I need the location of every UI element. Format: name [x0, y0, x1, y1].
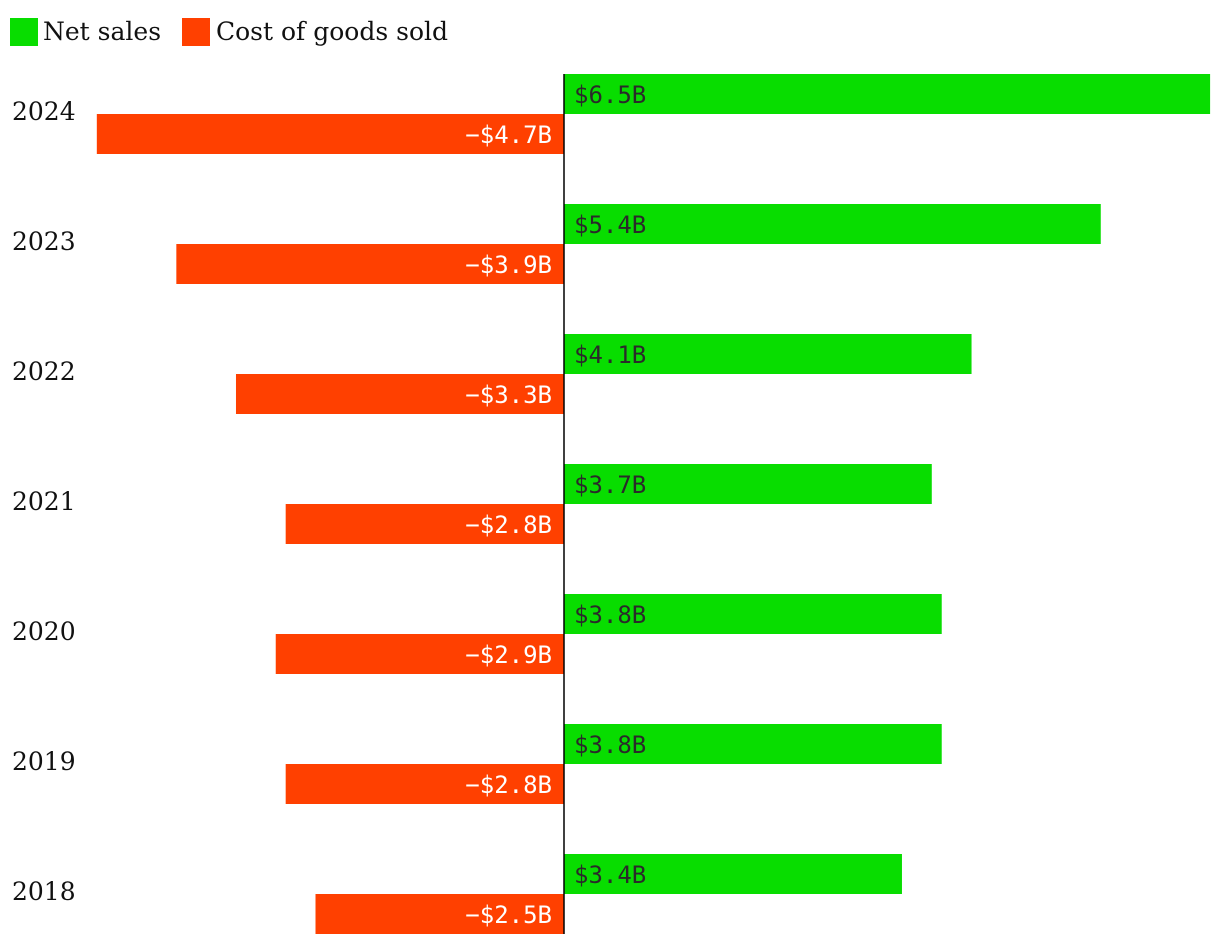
cogs-bar-2020 [275, 634, 564, 674]
cogs-value-2020: −$2.9B [465, 641, 552, 669]
net-sales-bar-2023 [564, 204, 1101, 244]
year-label-2024: 2024 [12, 97, 76, 126]
net-sales-value-2021: $3.7B [574, 471, 646, 499]
net-sales-value-2020: $3.8B [574, 601, 646, 629]
cogs-value-2018: −$2.5B [465, 901, 552, 929]
legend: Net sales Cost of goods sold [10, 17, 448, 46]
cogs-bar-2018 [315, 894, 564, 934]
net-sales-bar-2021 [564, 464, 932, 504]
cogs-value-2023: −$3.9B [465, 251, 552, 279]
cogs-value-2021: −$2.8B [465, 511, 552, 539]
year-label-2021: 2021 [12, 487, 76, 516]
net-sales-bar-2018 [564, 854, 902, 894]
net-sales-value-2024: $6.5B [574, 81, 646, 109]
legend-swatch-cost-of-goods-sold [182, 18, 210, 46]
cogs-value-2019: −$2.8B [465, 771, 552, 799]
cogs-value-2024: −$4.7B [465, 121, 552, 149]
cogs-bar-2023 [176, 244, 564, 284]
legend-label-net-sales: Net sales [43, 17, 161, 46]
year-label-2020: 2020 [12, 617, 76, 646]
net-sales-value-2018: $3.4B [574, 861, 646, 889]
net-sales-bar-2022 [564, 334, 972, 374]
cogs-bar-2024 [96, 114, 564, 154]
year-label-2019: 2019 [12, 747, 76, 776]
net-sales-bar-2024 [564, 74, 1211, 114]
year-label-2022: 2022 [12, 357, 76, 386]
legend-swatch-net-sales [10, 18, 38, 46]
net-sales-bar-2020 [564, 594, 942, 634]
cogs-bar-2021 [285, 504, 564, 544]
bars-layer: 2024$6.5B−$4.7B2023$5.4B−$3.9B2022$4.1B−… [12, 74, 1211, 934]
cogs-value-2022: −$3.3B [465, 381, 552, 409]
net-sales-value-2022: $4.1B [574, 341, 646, 369]
year-label-2018: 2018 [12, 877, 76, 906]
cogs-bar-2019 [285, 764, 564, 804]
net-sales-value-2023: $5.4B [574, 211, 646, 239]
legend-label-cost-of-goods-sold: Cost of goods sold [216, 17, 448, 46]
net-sales-bar-2019 [564, 724, 942, 764]
year-label-2023: 2023 [12, 227, 76, 256]
cogs-bar-2022 [235, 374, 565, 414]
net-sales-value-2019: $3.8B [574, 731, 646, 759]
